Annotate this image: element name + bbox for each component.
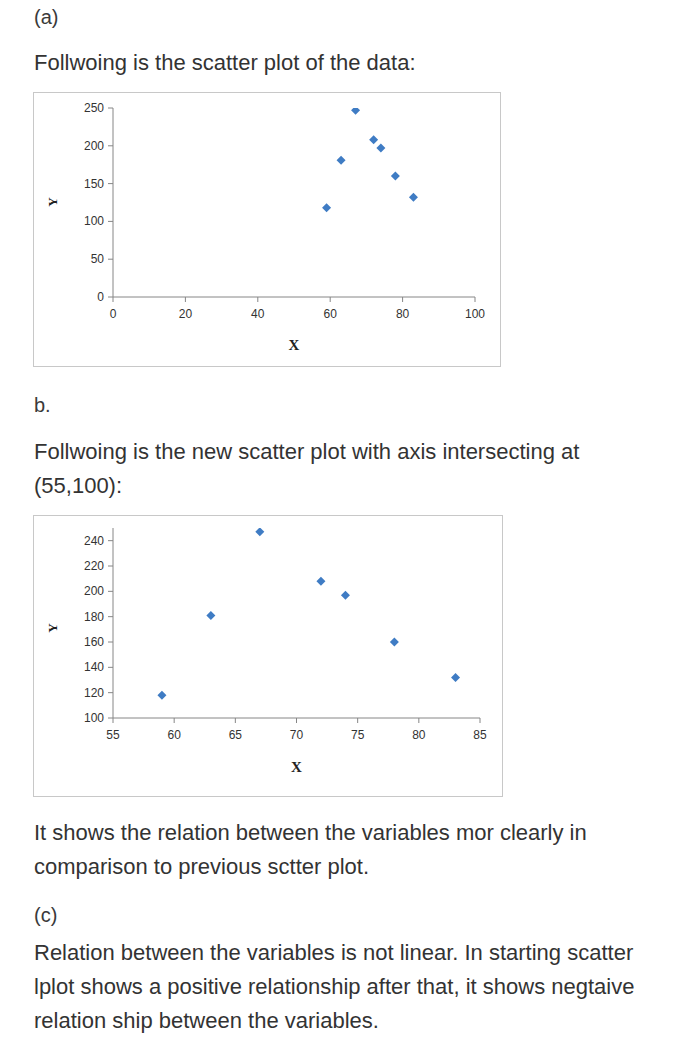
y-tick <box>108 616 113 617</box>
y-tick-label: 120 <box>84 686 104 700</box>
y-axis-title: Y <box>45 197 60 207</box>
y-tick <box>108 667 113 668</box>
x-tick <box>235 718 236 723</box>
x-tick-label: 0 <box>110 307 117 321</box>
x-tick <box>296 718 297 723</box>
x-tick <box>257 297 258 302</box>
y-axis-title: Y <box>45 623 60 633</box>
chart-frame <box>34 93 501 367</box>
y-tick-label: 140 <box>84 660 104 674</box>
scatter-point <box>351 108 360 115</box>
scatter-point <box>409 193 418 202</box>
y-tick-label: 160 <box>84 635 104 649</box>
points <box>157 528 460 700</box>
y-tick <box>108 591 113 592</box>
paragraph: It shows the relation between the variab… <box>34 816 670 884</box>
scatter-point <box>206 611 215 620</box>
scatter-point <box>341 591 350 600</box>
y-tick-label: 250 <box>84 101 104 115</box>
x-tick <box>480 718 481 723</box>
x-tick <box>113 297 114 302</box>
y-axis <box>113 108 114 297</box>
x-tick-label: 20 <box>179 307 193 321</box>
y-tick-label: 150 <box>84 177 104 191</box>
y-tick-label: 240 <box>84 534 104 548</box>
x-tick <box>357 718 358 723</box>
y-tick <box>108 566 113 567</box>
scatter-chart: 0 50 100 150 200 250 0 20 40 60 80 100 X Y <box>33 92 501 367</box>
x-tick-label: 80 <box>396 307 410 321</box>
x-tick-label: 85 <box>473 728 487 742</box>
scatter-point <box>391 172 400 181</box>
scatter-point <box>322 203 331 212</box>
y-tick-label: 50 <box>91 252 105 266</box>
scatter-point <box>451 673 460 682</box>
x-tick <box>418 718 419 723</box>
points <box>322 108 418 212</box>
x-tick <box>402 297 403 302</box>
y-tick-label: 0 <box>97 290 104 304</box>
x-tick <box>174 718 175 723</box>
x-tick-label: 100 <box>465 307 485 321</box>
chart-frame <box>34 516 503 797</box>
y-tick <box>108 221 113 222</box>
y-tick-label: 220 <box>84 559 104 573</box>
x-tick <box>113 718 114 723</box>
x-axis-title: X <box>289 337 300 353</box>
x-tick-label: 60 <box>324 307 338 321</box>
section-label: (c) <box>34 902 57 928</box>
x-tick-label: 75 <box>351 728 365 742</box>
y-axis <box>113 528 114 718</box>
scatter-point <box>369 135 378 144</box>
scatter-chart: 100 120 140 160 180 200 220 240 55 60 65 70 75 80 85 X Y <box>33 515 503 797</box>
x-tick-label: 80 <box>412 728 426 742</box>
x-tick <box>185 297 186 302</box>
x-tick-label: 40 <box>251 307 265 321</box>
section-label: b. <box>34 392 51 418</box>
y-tick-label: 100 <box>84 711 104 725</box>
x-tick-label: 65 <box>229 728 243 742</box>
y-tick <box>108 297 113 298</box>
paragraph: Follwoing is the scatter plot of the dat… <box>34 46 670 80</box>
x-tick-label: 55 <box>106 728 120 742</box>
paragraph: Relation between the variables is not li… <box>34 936 670 1037</box>
scatter-point <box>390 638 399 647</box>
y-tick-label: 100 <box>84 214 104 228</box>
y-tick <box>108 642 113 643</box>
y-tick <box>108 183 113 184</box>
y-tick <box>108 692 113 693</box>
scatter-point <box>316 577 325 586</box>
scatter-point <box>157 691 166 700</box>
section-label: (a) <box>34 4 58 30</box>
y-tick-label: 200 <box>84 139 104 153</box>
y-tick-label: 200 <box>84 584 104 598</box>
scatter-point <box>337 156 346 165</box>
x-axis <box>113 297 475 298</box>
y-tick-label: 180 <box>84 610 104 624</box>
y-tick <box>108 718 113 719</box>
x-tick <box>475 297 476 302</box>
y-tick <box>108 540 113 541</box>
x-tick-label: 60 <box>167 728 181 742</box>
y-tick <box>108 259 113 260</box>
x-tick <box>330 297 331 302</box>
y-tick <box>108 145 113 146</box>
x-axis-title: X <box>291 759 302 775</box>
y-tick <box>108 108 113 109</box>
paragraph: Follwoing is the new scatter plot with a… <box>34 435 670 503</box>
scatter-point <box>376 144 385 153</box>
x-tick-label: 70 <box>290 728 304 742</box>
scatter-point <box>255 528 264 536</box>
